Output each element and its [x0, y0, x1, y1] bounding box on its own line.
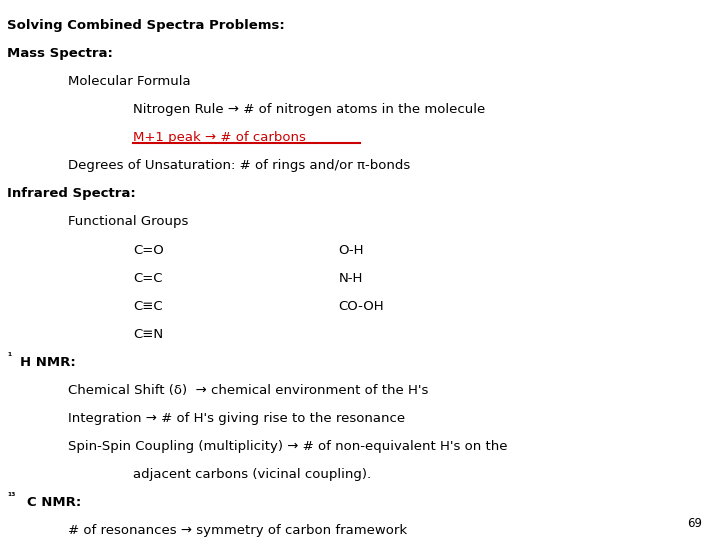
Text: C NMR:: C NMR:	[27, 496, 81, 509]
Text: C≡N: C≡N	[133, 328, 163, 341]
Text: H NMR:: H NMR:	[20, 356, 76, 369]
Text: O-H: O-H	[338, 244, 364, 256]
Text: C≡C: C≡C	[133, 300, 163, 313]
Text: 69: 69	[687, 517, 702, 530]
Text: CO-OH: CO-OH	[338, 300, 384, 313]
Text: # of resonances → symmetry of carbon framework: # of resonances → symmetry of carbon fra…	[68, 524, 408, 537]
Text: ¹: ¹	[7, 352, 12, 361]
Text: Spin-Spin Coupling (multiplicity) → # of non-equivalent H's on the: Spin-Spin Coupling (multiplicity) → # of…	[68, 440, 508, 453]
Text: C=C: C=C	[133, 272, 163, 285]
Text: adjacent carbons (vicinal coupling).: adjacent carbons (vicinal coupling).	[133, 468, 372, 481]
Text: Nitrogen Rule → # of nitrogen atoms in the molecule: Nitrogen Rule → # of nitrogen atoms in t…	[133, 103, 485, 116]
Text: Degrees of Unsaturation: # of rings and/or π-bonds: Degrees of Unsaturation: # of rings and/…	[68, 159, 410, 172]
Text: Integration → # of H's giving rise to the resonance: Integration → # of H's giving rise to th…	[68, 412, 405, 425]
Text: Infrared Spectra:: Infrared Spectra:	[7, 187, 136, 200]
Text: N-H: N-H	[338, 272, 363, 285]
Text: Solving Combined Spectra Problems:: Solving Combined Spectra Problems:	[7, 19, 285, 32]
Text: Chemical Shift (δ)  → chemical environment of the H's: Chemical Shift (δ) → chemical environmen…	[68, 384, 429, 397]
Text: C=O: C=O	[133, 244, 164, 256]
Text: Molecular Formula: Molecular Formula	[68, 75, 191, 88]
Text: Mass Spectra:: Mass Spectra:	[7, 47, 113, 60]
Text: Functional Groups: Functional Groups	[68, 215, 189, 228]
Text: M+1 peak → # of carbons: M+1 peak → # of carbons	[133, 131, 306, 144]
Text: ¹³: ¹³	[7, 492, 16, 501]
